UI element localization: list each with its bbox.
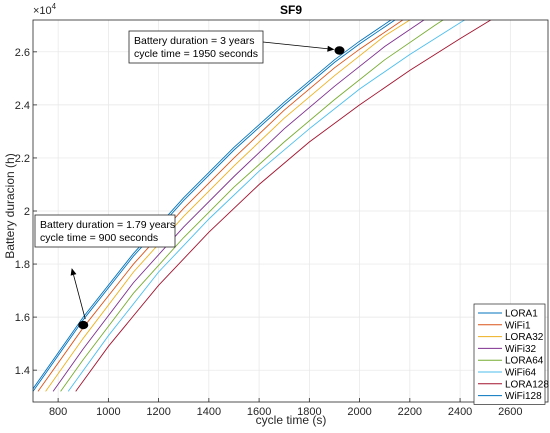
series-line-wifi64 xyxy=(67,20,466,392)
legend-entry: LORA1 xyxy=(505,309,538,320)
x-tick-label: 2600 xyxy=(498,406,522,418)
series-line-wifi128 xyxy=(33,20,392,389)
annotation-3-years-line2: cycle time = 1950 seconds xyxy=(134,48,258,60)
annotation-1-79-years: Battery duration = 1.79 years cycle time… xyxy=(34,214,176,248)
annotation-box-1-79-years xyxy=(34,214,176,248)
y-exponent-base: ×10 xyxy=(33,5,52,17)
annotation-1-79-years-line1: Battery duration = 1.79 years xyxy=(40,219,175,231)
series-line-wifi32 xyxy=(52,20,425,392)
x-tick-label: 1600 xyxy=(247,406,271,418)
legend: LORA1WiFi1LORA32WiFi32LORA64WiFi64LORA12… xyxy=(473,303,549,405)
series-line-lora32 xyxy=(45,20,411,392)
series-line-lora1 xyxy=(33,20,396,392)
series-lines xyxy=(33,20,492,392)
annotation-arrow-1-79-years xyxy=(73,274,86,320)
highlight-point xyxy=(334,46,345,55)
y-axis-exponent: ×104 xyxy=(33,2,57,17)
legend-entry: LORA64 xyxy=(505,356,544,367)
series-line-lora128 xyxy=(75,20,492,392)
legend-box xyxy=(473,303,546,405)
annotation-1-79-years-line2: cycle time = 900 seconds xyxy=(40,232,158,244)
plot-frame xyxy=(32,19,549,403)
y-tick-label: 2.6 xyxy=(15,47,30,59)
highlight-points xyxy=(78,46,345,330)
y-tick-label: 2.4 xyxy=(15,100,30,112)
legend-entry: WiFi1 xyxy=(505,320,531,331)
legend-entry: WiFi64 xyxy=(505,368,537,379)
annotation-box-3-years xyxy=(128,30,264,64)
y-tick-label: 1.8 xyxy=(15,259,30,271)
legend-entry: WiFi128 xyxy=(505,391,542,402)
annotation-3-years: Battery duration = 3 years cycle time = … xyxy=(128,30,264,64)
x-tick-label: 1400 xyxy=(197,406,221,418)
x-tick-label: 1800 xyxy=(297,406,321,418)
y-axis-ticks: 1.4 1.6 1.8 2 2.2 2.4 2.6 xyxy=(15,47,37,377)
x-tick-label: 800 xyxy=(49,406,67,418)
annotation-3-years-line1: Battery duration = 3 years xyxy=(134,35,255,47)
series-line-wifi1 xyxy=(37,20,404,392)
series-line-lora64 xyxy=(60,20,444,392)
y-tick-label: 1.4 xyxy=(15,365,30,377)
legend-entry: WiFi32 xyxy=(505,344,537,355)
x-tick-label: 1000 xyxy=(96,406,120,418)
legend-entry: LORA128 xyxy=(505,379,549,390)
y-tick-label: 1.6 xyxy=(15,312,30,324)
y-tick-label: 2.2 xyxy=(15,153,30,165)
annotation-arrowhead-1-79-years xyxy=(70,268,77,276)
y-tick-label: 2 xyxy=(24,206,30,218)
annotations: Battery duration = 3 years cycle time = … xyxy=(34,30,335,320)
annotation-arrow-3-years xyxy=(262,41,328,50)
highlight-point xyxy=(78,320,89,330)
y-exponent-power: 4 xyxy=(52,2,57,11)
annotation-arrowhead-3-years xyxy=(327,45,335,52)
x-tick-label: 2200 xyxy=(398,406,422,418)
chart-title: SF9 xyxy=(280,3,302,17)
x-tick-label: 1200 xyxy=(146,406,170,418)
x-tick-label: 2000 xyxy=(347,406,371,418)
legend-entry: LORA32 xyxy=(505,332,544,343)
x-axis-label: cycle time (s) xyxy=(256,413,327,427)
y-axis-label: Battery duracion (h) xyxy=(3,153,17,258)
x-axis-ticks: 800 1000 1200 1400 1600 1800 2000 2200 2400 2600 xyxy=(49,398,523,418)
x-tick-label: 2400 xyxy=(448,406,472,418)
